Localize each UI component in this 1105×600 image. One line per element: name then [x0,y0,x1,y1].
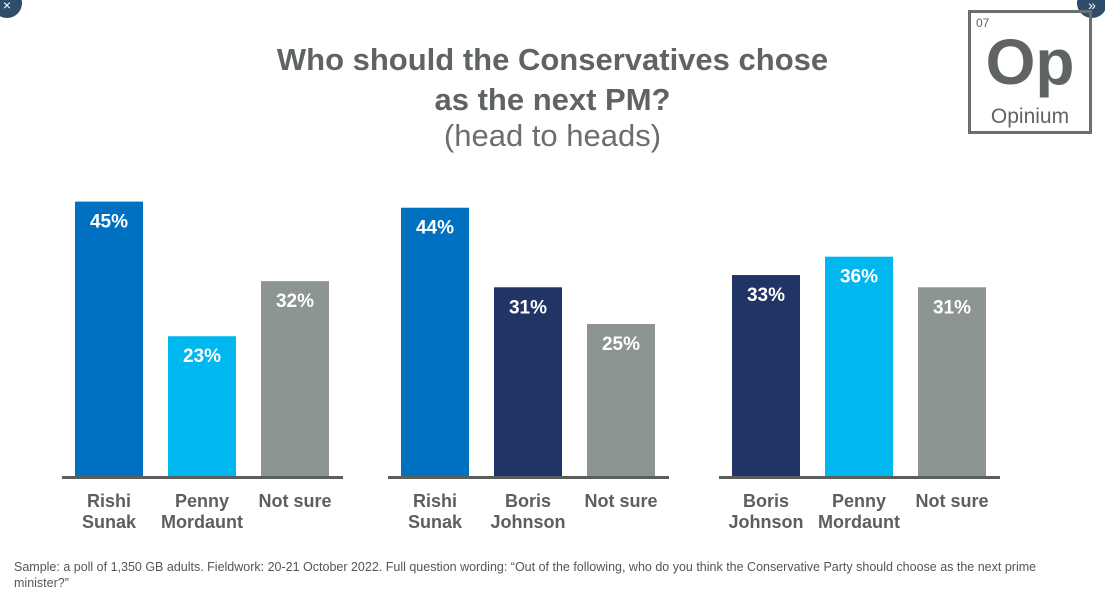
category-label: Penny Mordaunt [161,491,243,532]
bar [261,281,329,477]
opinium-logo: 07 Op Opinium [968,10,1092,134]
data-label: 36% [840,267,878,288]
x-axis-line [719,476,1000,479]
bar-charts: 45% Rishi Sunak 23% Penny Mordaunt 32% Not sure… [62,201,1000,532]
bar [825,256,893,477]
logo-name: Opinium [990,105,1070,128]
bar [587,324,655,477]
chart-title-line1: Who should the Conservatives chose [276,42,829,77]
bar [168,336,236,477]
data-label: 44% [416,218,454,239]
category-label: Not sure [584,491,657,511]
logo-symbol: Op [985,26,1075,98]
category-label: Penny Mordaunt [818,491,900,532]
category-label: Not sure [915,491,988,511]
data-label: 31% [509,297,547,318]
x-axis-line [62,476,343,479]
data-label: 33% [747,285,785,306]
data-label: 25% [602,334,640,355]
chart-subtitle: (head to heads) [443,118,662,153]
data-label: 31% [933,297,971,318]
logo-number: 07 [976,16,990,30]
data-label: 32% [276,291,314,312]
data-label: 23% [183,346,221,367]
bar [918,287,986,477]
category-label: Boris Johnson [491,491,566,532]
bar [494,287,562,477]
category-label: Not sure [258,491,331,511]
category-label: Rishi Sunak [408,491,463,532]
bar [401,207,469,477]
close-icon[interactable]: × [0,0,22,18]
double-chevron-right-icon[interactable]: » [1077,0,1105,18]
data-label: 45% [90,212,128,233]
bar [75,201,143,477]
x-axis-line [388,476,669,479]
category-label: Boris Johnson [729,491,804,532]
chart-title-line2: as the next PM? [434,82,671,117]
category-label: Rishi Sunak [82,491,137,532]
footnote: Sample: a poll of 1,350 GB adults. Field… [14,560,1037,590]
bar [732,275,800,477]
